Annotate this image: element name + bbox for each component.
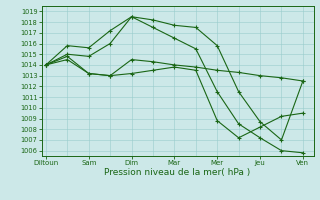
X-axis label: Pression niveau de la mer( hPa ): Pression niveau de la mer( hPa ) [104, 168, 251, 177]
